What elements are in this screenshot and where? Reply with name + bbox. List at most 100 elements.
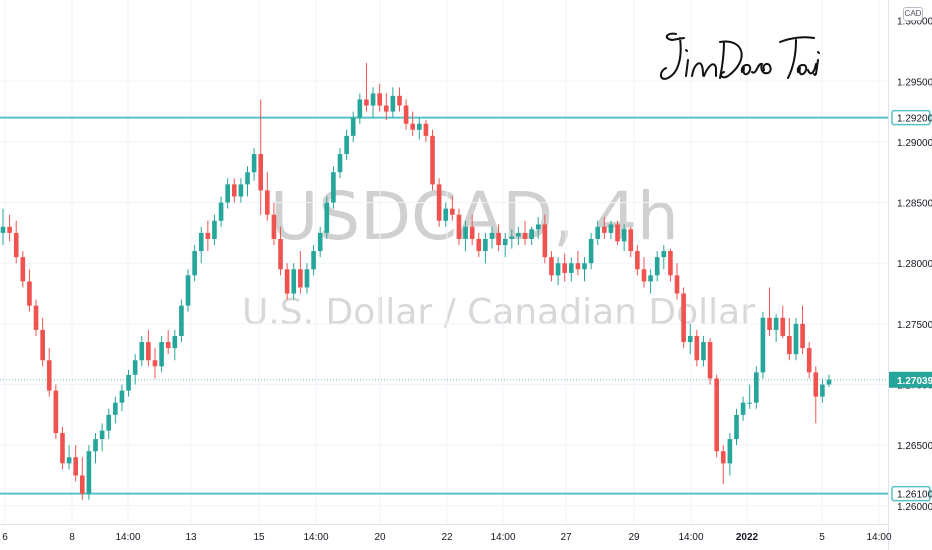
candle — [357, 93, 363, 124]
candle — [535, 217, 541, 239]
candle-body — [450, 208, 455, 215]
candle-body — [99, 430, 105, 440]
candle — [568, 257, 574, 282]
candle — [46, 348, 52, 397]
candle-body — [113, 402, 118, 415]
candle-body — [172, 335, 178, 349]
x-tick-label: 22 — [441, 532, 453, 543]
symbol-watermark: USDCAD, 4h — [270, 178, 679, 255]
candle — [734, 408, 739, 446]
candle — [595, 220, 601, 246]
candle-body — [826, 379, 832, 385]
candle-body — [443, 208, 449, 221]
candle — [806, 342, 812, 379]
candle — [542, 214, 548, 264]
candle-body — [119, 390, 125, 403]
candle — [192, 245, 197, 282]
x-tick-label: 14:00 — [678, 532, 703, 543]
candle-body — [265, 190, 270, 215]
candle — [813, 366, 819, 424]
candle — [489, 226, 495, 249]
x-tick-label: 27 — [560, 532, 572, 543]
candle — [687, 323, 693, 355]
price-axis — [888, 0, 932, 550]
candle — [582, 257, 587, 282]
candle — [60, 426, 65, 470]
candle-body — [668, 251, 673, 276]
candle — [311, 245, 316, 276]
candle-body — [727, 439, 733, 464]
candle-body — [258, 154, 264, 191]
candle — [654, 251, 660, 282]
candle — [284, 263, 290, 300]
candle — [720, 445, 726, 484]
candle — [747, 384, 753, 409]
last-price-label: 1.27039 — [897, 376, 932, 387]
candle — [377, 83, 382, 112]
candle-body — [370, 93, 376, 106]
candle-body — [357, 99, 363, 118]
candle — [555, 257, 561, 286]
candle — [450, 196, 455, 221]
candle-body — [562, 263, 567, 273]
candle-body — [7, 226, 12, 233]
candle-body — [33, 305, 39, 330]
candle — [179, 299, 184, 343]
candle — [516, 226, 521, 246]
candle — [588, 232, 594, 270]
candle-body — [317, 232, 323, 252]
candle-body — [93, 439, 98, 452]
candle — [53, 384, 59, 440]
candle — [443, 202, 449, 227]
x-tick-label: 15 — [253, 532, 265, 543]
x-tick-label: 20 — [374, 532, 386, 543]
x-tick-label: 6 — [2, 532, 8, 543]
candle — [820, 378, 825, 403]
candle-body — [621, 229, 627, 242]
candle-body — [46, 360, 52, 391]
candle-body — [66, 457, 72, 464]
signature-logo — [660, 32, 820, 80]
candle-body — [542, 224, 548, 258]
candle-body — [734, 414, 739, 440]
candle — [727, 433, 733, 476]
candle-body — [720, 451, 726, 464]
candle-body — [350, 117, 356, 136]
candle — [628, 226, 634, 258]
candle-body — [588, 238, 594, 264]
candle — [403, 99, 409, 130]
candle-body — [278, 238, 283, 270]
candle — [40, 317, 45, 367]
candle — [152, 348, 158, 379]
candle — [483, 232, 488, 264]
candle-body — [205, 232, 211, 239]
candle — [225, 178, 230, 209]
candle — [714, 374, 719, 458]
currency-badge[interactable]: CAD — [903, 7, 923, 21]
candle-body — [139, 342, 145, 361]
candle — [298, 251, 303, 294]
candle-body — [820, 384, 825, 397]
candle — [251, 147, 257, 181]
candle — [826, 374, 832, 387]
candle — [436, 178, 442, 227]
candle-body — [575, 263, 581, 270]
candle-body — [714, 378, 719, 452]
candle-body — [496, 232, 501, 246]
candle — [172, 329, 178, 361]
candle-body — [377, 93, 382, 106]
candle-body — [595, 226, 601, 239]
candle — [271, 202, 277, 246]
level-label: 1.26100 — [897, 490, 932, 501]
candle-body — [787, 335, 792, 355]
candle-body — [132, 360, 138, 375]
x-tick-label: 14:00 — [303, 532, 328, 543]
candle — [668, 248, 673, 282]
x-tick-label: 14:00 — [115, 532, 140, 543]
candle — [337, 147, 343, 179]
candle — [800, 305, 805, 355]
x-tick-label: 8 — [69, 532, 75, 543]
candle — [608, 220, 614, 239]
